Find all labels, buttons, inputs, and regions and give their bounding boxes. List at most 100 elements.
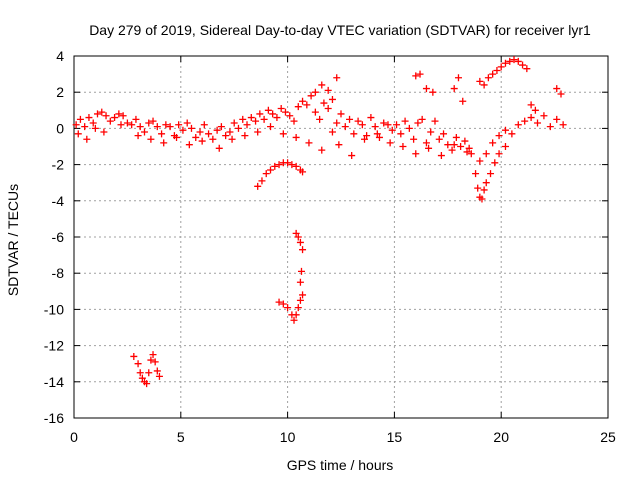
data-point — [484, 74, 492, 82]
data-point — [497, 63, 505, 71]
data-point — [123, 119, 131, 127]
data-point — [491, 159, 499, 167]
data-point — [192, 133, 200, 141]
data-point — [260, 115, 268, 123]
data-point — [290, 117, 298, 125]
data-point — [81, 123, 89, 131]
data-point — [465, 144, 473, 152]
data-point — [132, 115, 140, 123]
data-point — [147, 356, 155, 364]
data-point — [320, 99, 328, 107]
data-point — [85, 114, 93, 122]
series-main-band-lower — [74, 121, 471, 160]
x-axis-label: GPS time / hours — [287, 457, 394, 473]
data-point — [241, 132, 249, 140]
data-point — [145, 119, 153, 127]
data-point — [111, 114, 119, 122]
data-point — [288, 161, 296, 169]
data-point — [187, 124, 195, 132]
data-point — [422, 85, 430, 93]
data-point — [256, 110, 264, 118]
data-point — [213, 126, 221, 134]
data-point — [440, 130, 448, 138]
data-point — [102, 112, 110, 120]
data-point — [254, 128, 262, 136]
data-point — [487, 170, 495, 178]
data-point — [358, 121, 366, 129]
data-point — [175, 121, 183, 129]
data-point — [401, 117, 409, 125]
x-tick-label: 25 — [600, 429, 616, 445]
data-point — [134, 360, 142, 368]
data-point — [149, 351, 157, 359]
data-point — [452, 133, 460, 141]
data-point — [149, 117, 157, 125]
y-tick-label: -4 — [52, 193, 65, 209]
y-tick-label: -6 — [52, 229, 65, 245]
data-point — [501, 59, 509, 67]
data-point — [299, 291, 307, 299]
data-point — [106, 117, 114, 125]
data-point — [215, 144, 223, 152]
data-point — [422, 139, 430, 147]
data-point — [228, 135, 236, 143]
data-point — [279, 130, 287, 138]
data-point — [418, 115, 426, 123]
data-point — [405, 124, 413, 132]
data-point — [205, 130, 213, 138]
data-point — [384, 121, 392, 129]
data-point — [519, 61, 527, 69]
data-point — [495, 132, 503, 140]
data-point — [510, 56, 518, 64]
y-tick-label: 4 — [56, 48, 64, 64]
y-tick-label: 2 — [56, 84, 64, 100]
data-point — [222, 132, 230, 140]
series-secondary-dip — [476, 126, 509, 165]
data-point — [557, 90, 565, 98]
data-point — [292, 311, 300, 319]
data-point — [296, 238, 304, 246]
data-point — [476, 157, 484, 165]
tick-layer: 0 5 10 15 20 25 -16 -14 -12 -10 -8 -6 -4 -2 0 2 4 — [44, 48, 616, 445]
data-point — [474, 184, 482, 192]
data-point — [147, 135, 155, 143]
data-point — [311, 108, 319, 116]
data-point — [324, 104, 332, 112]
data-point — [335, 141, 343, 149]
data-point — [508, 130, 516, 138]
data-point — [476, 77, 484, 85]
grid-layer — [74, 56, 608, 418]
data-point — [230, 119, 238, 127]
data-point — [281, 108, 289, 116]
data-point — [264, 106, 272, 114]
data-point — [373, 130, 381, 138]
data-point — [136, 369, 144, 377]
data-point — [444, 141, 452, 149]
data-point — [360, 135, 368, 143]
data-point — [559, 121, 567, 129]
data-point — [196, 128, 204, 136]
data-point — [294, 103, 302, 111]
data-point — [267, 166, 275, 174]
data-point — [279, 300, 287, 308]
data-point — [143, 380, 151, 388]
data-point — [367, 114, 375, 122]
data-point — [158, 130, 166, 138]
data-point — [493, 66, 501, 74]
data-point — [435, 135, 443, 143]
data-point — [454, 74, 462, 82]
data-point — [247, 114, 255, 122]
data-point — [262, 170, 270, 178]
data-point — [328, 95, 336, 103]
data-point — [292, 229, 300, 237]
data-point — [252, 117, 260, 125]
data-point — [72, 121, 80, 129]
data-point — [341, 123, 349, 131]
data-point — [534, 119, 542, 127]
series-high-spikes — [311, 70, 467, 105]
data-point — [337, 110, 345, 118]
data-point — [185, 141, 193, 149]
data-point — [294, 233, 302, 241]
data-point — [467, 150, 475, 158]
data-point — [482, 150, 490, 158]
